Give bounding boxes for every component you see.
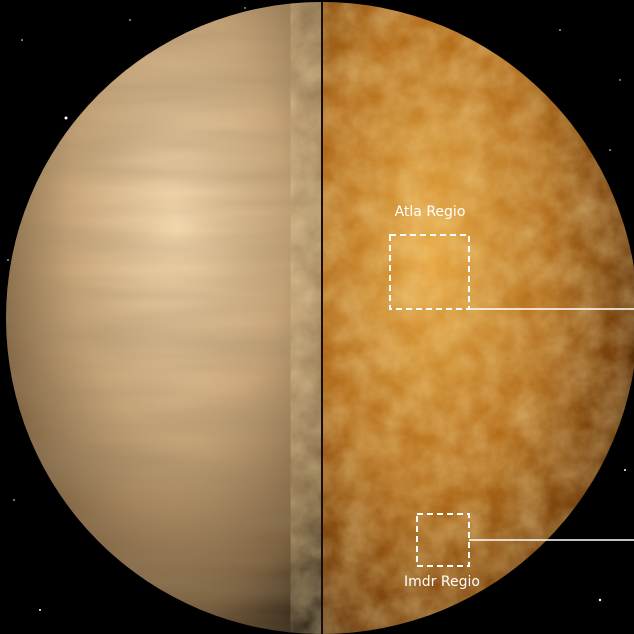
stars <box>7 7 626 611</box>
atla-box <box>389 234 470 310</box>
imdr-label: Imdr Regio <box>404 574 480 590</box>
imdr-box <box>416 513 470 567</box>
atla-label: Atla Regio <box>395 204 466 220</box>
annotations <box>389 234 634 567</box>
